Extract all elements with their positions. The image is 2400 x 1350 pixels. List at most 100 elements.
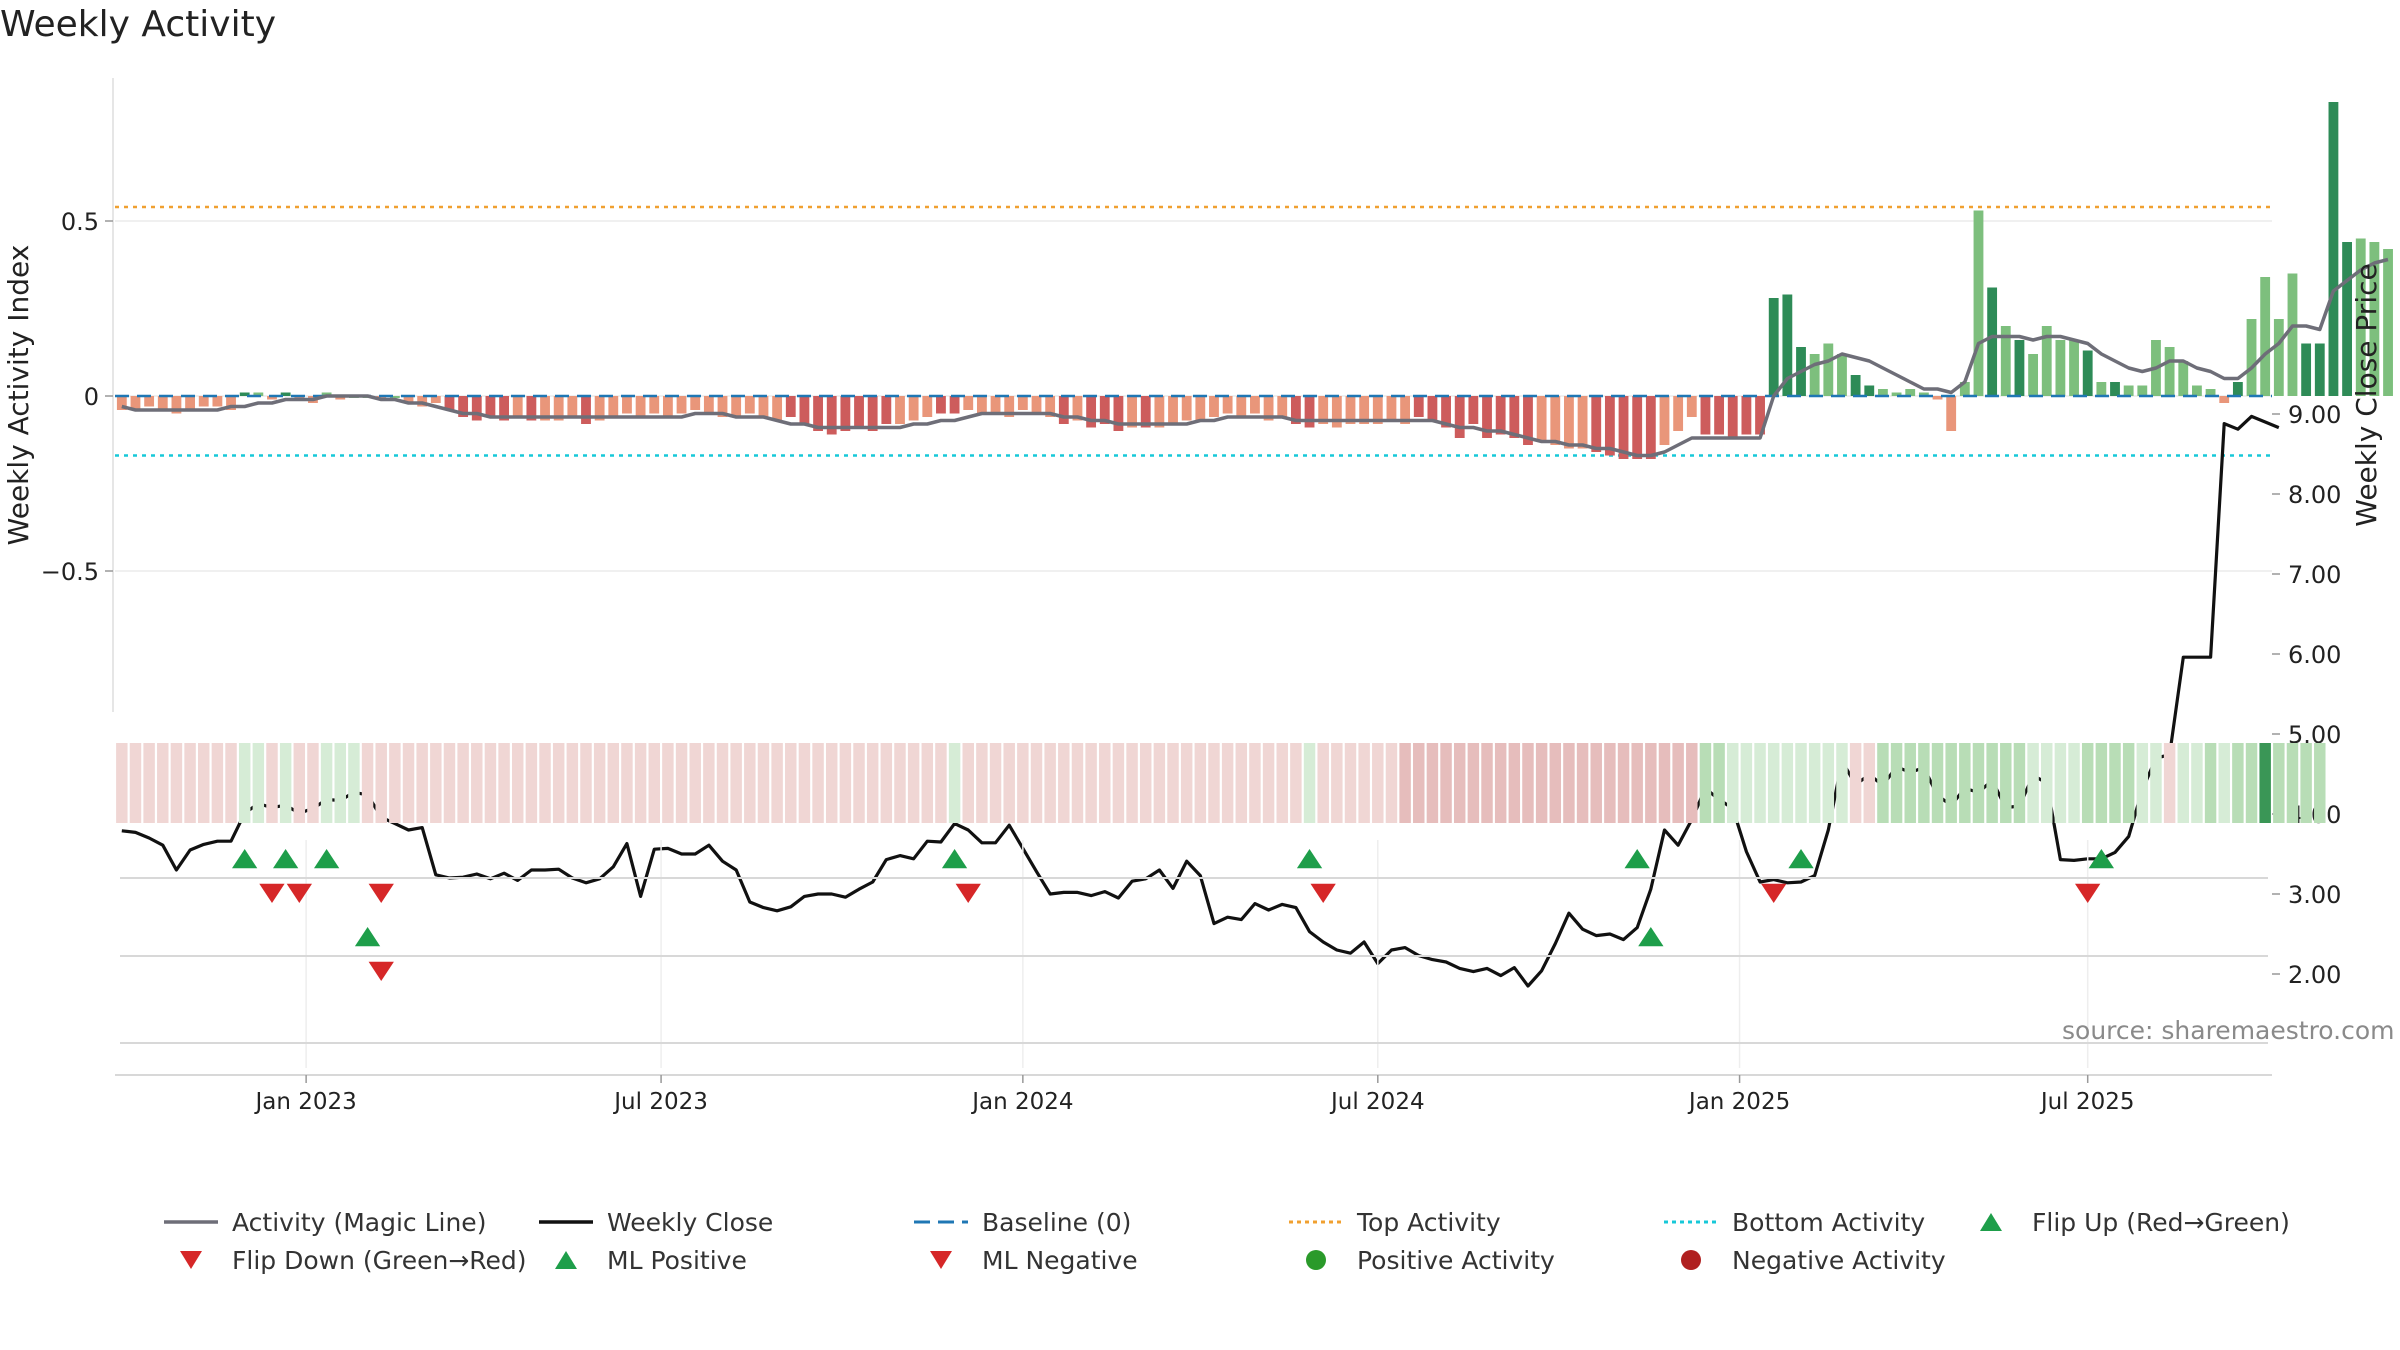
flip-down-marker	[1761, 883, 1787, 903]
activity-bar	[1181, 396, 1192, 421]
heat-strip-cell	[2218, 743, 2230, 823]
activity-bar	[2069, 340, 2079, 396]
activity-bar	[2246, 319, 2257, 396]
heat-strip-cell	[1535, 743, 1548, 823]
heat-strip-cell	[1563, 743, 1575, 823]
heat-strip-cell	[334, 743, 346, 823]
activity-bar	[2028, 354, 2039, 396]
activity-bar	[157, 396, 168, 410]
activity-bar	[185, 396, 196, 410]
activity-bar	[662, 396, 673, 417]
heat-strip-cell	[211, 743, 224, 823]
flip-up-marker	[1296, 849, 1323, 869]
activity-bar	[1782, 294, 1793, 396]
heat-strip-cell	[703, 743, 715, 823]
heat-strip-cell	[1126, 743, 1138, 823]
y2-tick-label: 8.00	[2288, 481, 2341, 509]
heat-strip-cell	[1549, 743, 1562, 823]
source-watermark: source: sharemaestro.com	[2062, 1016, 2395, 1045]
heat-strip-cell	[1795, 743, 1807, 823]
activity-bar	[976, 396, 987, 414]
activity-bar	[1441, 396, 1451, 428]
activity-bar	[1072, 396, 1083, 421]
legend-item: Weekly Close	[535, 1207, 773, 1237]
activity-bar	[1277, 396, 1288, 417]
activity-bar	[1700, 396, 1711, 435]
activity-bar	[1523, 396, 1533, 445]
activity-bar	[1564, 396, 1574, 449]
activity-bar	[949, 396, 960, 414]
heat-strip-cell	[2245, 743, 2258, 823]
heat-strip-cell	[402, 743, 415, 823]
activity-bar	[881, 396, 892, 424]
heat-strip-cell	[2163, 743, 2176, 823]
heat-strip-cell	[744, 743, 756, 823]
heat-strip-cell	[634, 743, 647, 823]
activity-bar	[1140, 396, 1151, 428]
heat-strip-cell	[1781, 743, 1794, 823]
activity-bar	[1318, 396, 1329, 424]
heat-strip-cell	[798, 743, 811, 823]
activity-bar	[1673, 396, 1684, 431]
heat-strip-cell	[907, 743, 920, 823]
heat-strip-cell	[552, 743, 565, 823]
activity-bar	[2369, 242, 2380, 396]
activity-bar	[1837, 354, 1847, 396]
heat-strip-cell	[1959, 743, 1971, 823]
activity-bar	[1577, 396, 1588, 449]
y2-tick-label: 7.00	[2288, 561, 2341, 589]
activity-bar	[1099, 396, 1110, 424]
chart-title: Weekly Activity	[0, 4, 277, 45]
legend-label: ML Positive	[607, 1245, 747, 1275]
legend-symbol	[160, 1245, 222, 1275]
activity-bar	[1864, 385, 1875, 396]
activity-bar	[116, 396, 127, 410]
activity-bar	[1413, 396, 1424, 417]
legend-symbol	[1660, 1245, 1722, 1275]
activity-bar	[2205, 389, 2216, 396]
y2-tick-label: 3.00	[2288, 881, 2341, 909]
activity-bar	[567, 396, 578, 417]
activity-bar	[1878, 389, 1888, 396]
y2-tick-label: 6.00	[2288, 641, 2341, 669]
heat-strip-cell	[825, 743, 838, 823]
heat-strip-cell	[1249, 743, 1261, 823]
ml-positive-marker	[1638, 927, 1664, 947]
activity-bar	[1891, 392, 1902, 396]
heat-strip-cell	[279, 743, 292, 823]
heat-strip-cell	[1508, 743, 1521, 823]
activity-bar	[1113, 396, 1124, 431]
activity-bar	[840, 396, 851, 431]
activity-bar	[936, 396, 946, 414]
heat-strip-cell	[2109, 743, 2121, 823]
activity-bar	[2000, 326, 2011, 396]
activity-bar	[1427, 396, 1438, 421]
heat-strip-cell	[471, 743, 483, 823]
heat-strip-cell	[1221, 743, 1234, 823]
activity-bar	[1195, 396, 1206, 421]
heat-strip-cell	[689, 743, 701, 823]
activity-bar	[1632, 396, 1643, 459]
heat-strip-cell	[2122, 743, 2135, 823]
heat-strip-cell	[1808, 743, 1821, 823]
magic-line	[121, 257, 2389, 458]
activity-bar	[1755, 396, 1765, 435]
heat-strip-cell	[157, 743, 169, 823]
heat-strip-cell	[1453, 743, 1466, 823]
activity-bar	[2273, 319, 2284, 396]
heat-strip-cell	[1658, 743, 1671, 823]
activity-bar	[963, 396, 974, 410]
heat-strip-cell	[293, 743, 306, 823]
activity-bar	[1250, 396, 1260, 414]
heat-strip-cell	[1358, 743, 1370, 823]
heat-strip-cell	[1713, 743, 1725, 823]
activity-bar	[1345, 396, 1356, 424]
heat-strip-cell	[593, 743, 606, 823]
activity-bar	[1987, 287, 1998, 396]
heat-strip-cell	[2041, 743, 2053, 823]
activity-bar	[2232, 382, 2243, 396]
heat-strip-cell	[621, 743, 633, 823]
heat-strip-cell	[1003, 743, 1015, 823]
heat-strip-cell	[1235, 743, 1248, 823]
heat-strip-cell	[675, 743, 688, 823]
